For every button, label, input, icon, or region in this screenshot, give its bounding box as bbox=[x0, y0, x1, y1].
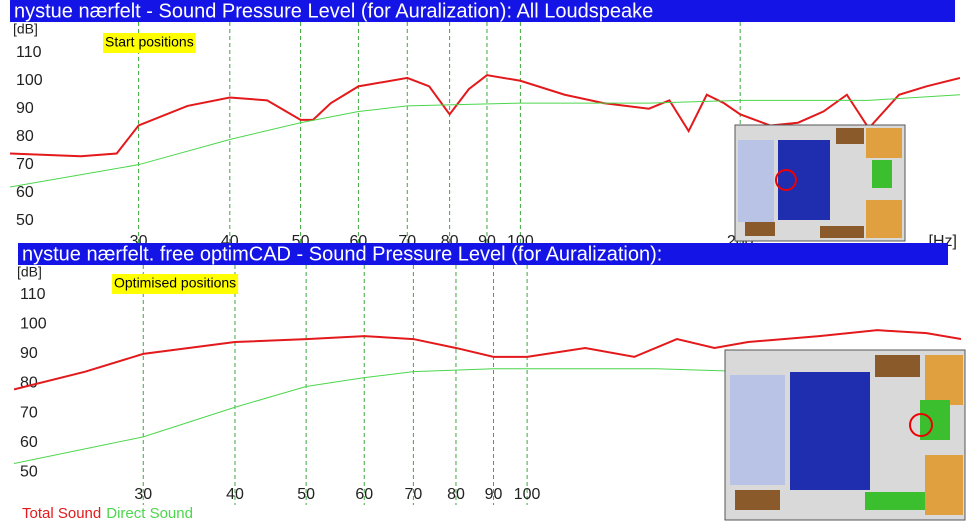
y-axis-label: [dB] bbox=[17, 264, 42, 280]
floor-plan-inset bbox=[734, 124, 906, 242]
annotation: Optimised positions bbox=[114, 275, 236, 291]
series-line bbox=[10, 74, 960, 158]
y-tick-label: 80 bbox=[16, 128, 34, 145]
series-line bbox=[14, 329, 961, 391]
x-tick-label: 30 bbox=[134, 486, 152, 503]
x-tick-label: 100 bbox=[514, 486, 541, 503]
x-tick-label: 50 bbox=[297, 486, 315, 503]
x-tick-label: 80 bbox=[447, 486, 465, 503]
y-tick-label: 90 bbox=[20, 345, 38, 362]
x-tick-label: 70 bbox=[404, 486, 422, 503]
y-tick-label: 100 bbox=[16, 72, 43, 89]
annotation-highlight bbox=[103, 33, 196, 53]
y-axis-label: [dB] bbox=[13, 21, 38, 37]
floor-plan-inset bbox=[724, 349, 966, 521]
annotation: Start positions bbox=[105, 34, 194, 50]
plot-area bbox=[14, 329, 961, 465]
legend-entry: Total Sound bbox=[22, 505, 101, 522]
y-tick-label: 50 bbox=[20, 464, 38, 481]
chart-title: nystue nærfelt - Sound Pressure Level (f… bbox=[14, 0, 653, 22]
y-tick-label: 110 bbox=[16, 44, 42, 61]
y-tick-label: 70 bbox=[16, 156, 34, 173]
y-tick-label: 110 bbox=[20, 286, 46, 303]
title-bar bbox=[10, 0, 955, 22]
chart-title: nystue nærfelt. free optimCAD - Sound Pr… bbox=[22, 243, 662, 265]
y-tick-label: 60 bbox=[16, 184, 34, 201]
y-tick-label: 50 bbox=[16, 212, 34, 229]
series-line bbox=[14, 368, 961, 465]
y-tick-label: 90 bbox=[16, 100, 34, 117]
y-tick-label: 70 bbox=[20, 404, 38, 421]
plot-area bbox=[10, 74, 960, 188]
series-line bbox=[10, 94, 960, 188]
x-tick-label: 90 bbox=[485, 486, 503, 503]
y-tick-label: 60 bbox=[20, 434, 38, 451]
title-bar bbox=[18, 243, 948, 265]
annotation-highlight bbox=[112, 274, 239, 294]
legend-entry: Direct Sound bbox=[106, 505, 193, 522]
x-tick-label: 60 bbox=[355, 486, 373, 503]
x-tick-label: 40 bbox=[226, 486, 244, 503]
y-tick-label: 100 bbox=[20, 315, 47, 332]
